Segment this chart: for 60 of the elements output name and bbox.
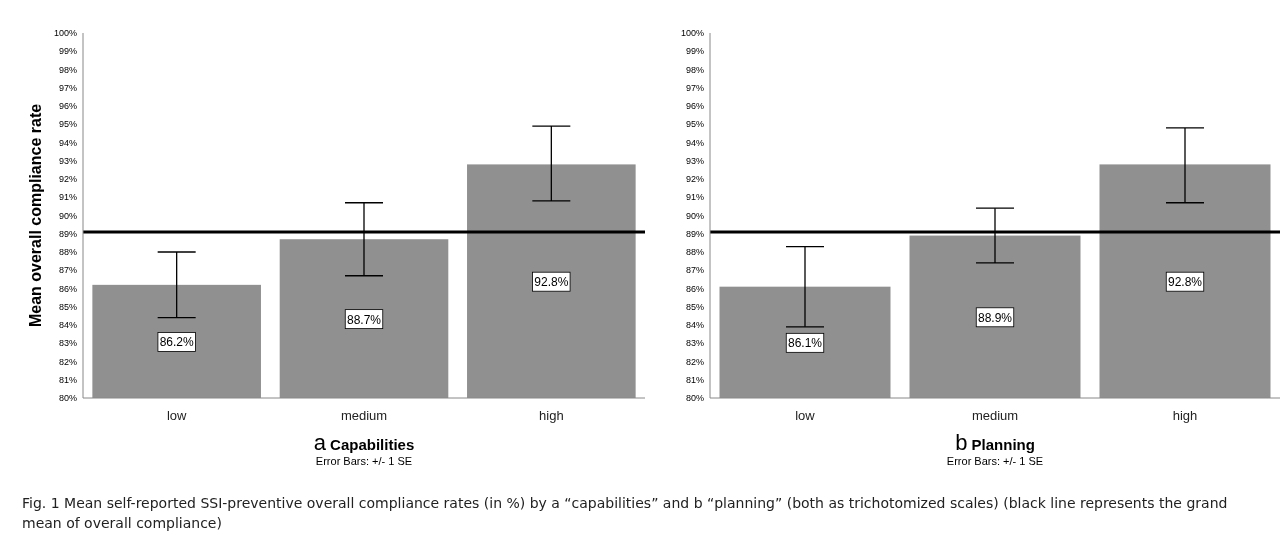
y-tick-label: 90% bbox=[685, 210, 704, 221]
x-tick-label: medium bbox=[340, 408, 388, 423]
y-tick-label: 80% bbox=[58, 393, 77, 403]
text: a Capabilities bbox=[313, 430, 415, 455]
text: b Planning bbox=[955, 430, 1035, 455]
y-tick-label: 93% bbox=[685, 155, 704, 166]
caption: Fig. 1 Mean self-reported SSI-preventive overall compliance rates (in %) by a “capabilities” and b “planning” (both as trichotomized scales) (black line represents the grand mean of overall compliance) bbox=[22, 495, 1228, 531]
y-tick-label: 99% bbox=[58, 46, 77, 57]
text: Error Bars: +/- 1 SE bbox=[946, 455, 1044, 467]
data-label: 86.2% bbox=[159, 335, 195, 350]
text: Error Bars: +/- 1 SE bbox=[315, 455, 413, 467]
x-tick-label: low bbox=[166, 408, 188, 423]
y-tick-label: 95% bbox=[58, 119, 77, 130]
y-tick-label: 86% bbox=[58, 283, 77, 294]
y-tick-label: 81% bbox=[685, 374, 704, 385]
data-label: 88.7% bbox=[346, 312, 382, 327]
y-tick-label: 94% bbox=[685, 137, 704, 148]
data-label: 88.9% bbox=[977, 310, 1013, 325]
x-tick-label: medium bbox=[971, 408, 1019, 423]
y-tick-label: 85% bbox=[58, 301, 77, 312]
y-tick-label: 89% bbox=[58, 228, 77, 239]
y-tick-label: 91% bbox=[58, 192, 77, 203]
y-tick-label: 98% bbox=[58, 64, 77, 75]
y-tick-label: 95% bbox=[685, 119, 704, 130]
y-tick-label: 87% bbox=[58, 265, 77, 276]
x-tick-label: high bbox=[1172, 408, 1198, 423]
data-label: 86.1% bbox=[787, 336, 823, 351]
y-tick-label: 82% bbox=[685, 356, 704, 367]
y-tick-label: 96% bbox=[685, 101, 704, 111]
y-tick-label: 99% bbox=[685, 46, 704, 57]
y-tick-label: 82% bbox=[58, 356, 77, 367]
y-tick-label: 98% bbox=[685, 64, 704, 75]
y-tick-label: 83% bbox=[685, 338, 704, 349]
y-tick-label: 89% bbox=[685, 228, 704, 239]
y-tick-label: 81% bbox=[58, 374, 77, 385]
data-label: 92.8% bbox=[1167, 275, 1203, 290]
x-tick-label: high bbox=[539, 408, 564, 423]
x-tick-label: low bbox=[795, 408, 816, 423]
y-tick-label: 90% bbox=[58, 210, 77, 221]
y-tick-label: 88% bbox=[58, 247, 77, 257]
y-tick-label: 84% bbox=[685, 320, 704, 330]
y-tick-label: 100% bbox=[680, 28, 704, 38]
y-tick-label: 94% bbox=[58, 137, 77, 148]
y-tick-label: 92% bbox=[685, 174, 704, 184]
data-label: 92.8% bbox=[534, 275, 569, 290]
y-tick-label: 93% bbox=[58, 155, 77, 166]
y-tick-label: 87% bbox=[685, 265, 704, 276]
y-tick-label: 100% bbox=[53, 28, 77, 38]
y-tick-label: 86% bbox=[685, 283, 704, 294]
y-tick-label: 91% bbox=[685, 192, 704, 203]
y-tick-label: 97% bbox=[58, 82, 77, 93]
y-tick-label: 83% bbox=[58, 338, 77, 349]
y-tick-label: 92% bbox=[58, 174, 77, 184]
y-tick-label: 96% bbox=[58, 101, 77, 111]
y-axis-title: Mean overall compliance rate bbox=[27, 103, 44, 328]
y-tick-label: 88% bbox=[685, 247, 704, 257]
y-tick-label: 80% bbox=[685, 393, 704, 403]
y-tick-label: 97% bbox=[685, 82, 704, 93]
y-tick-label: 84% bbox=[58, 320, 77, 330]
y-tick-label: 85% bbox=[685, 301, 704, 312]
